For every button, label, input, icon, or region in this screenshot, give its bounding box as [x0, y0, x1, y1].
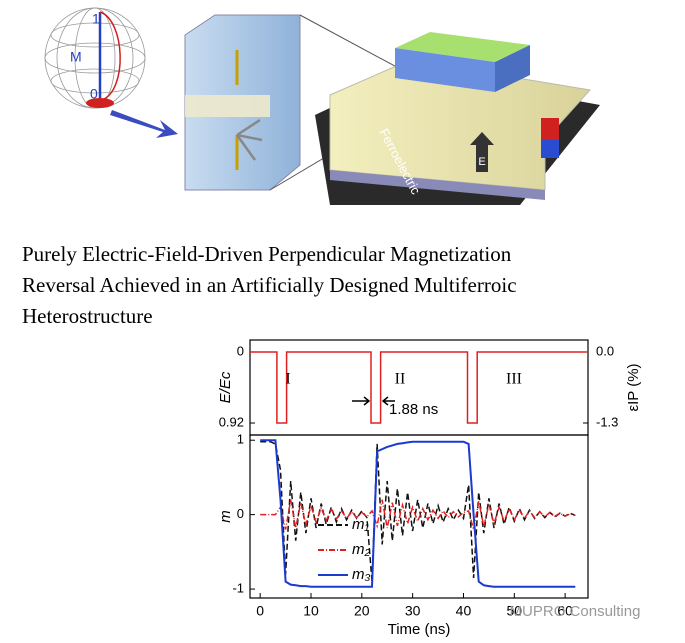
x-tick-label: 60 — [557, 603, 573, 619]
pulse-width: 1.88 ns — [389, 401, 438, 418]
plot-frame — [249, 339, 589, 436]
y-tick-label: 0 — [237, 343, 244, 358]
y-tick-label: 0.92 — [219, 414, 244, 429]
trajectory — [99, 11, 121, 101]
series-line — [260, 440, 576, 582]
x-tick-label: 40 — [456, 603, 472, 619]
sphere-label: 0 — [90, 86, 98, 102]
watermark: MUPRO Consulting — [510, 603, 641, 620]
stack — [495, 45, 530, 92]
y-tick-label: 1 — [237, 432, 244, 447]
electrode — [330, 170, 545, 200]
top-layer — [395, 32, 530, 62]
title-line: Reversal Achieved in an Artificially Des… — [22, 273, 517, 297]
trajectory-end — [86, 98, 114, 108]
series-line — [260, 439, 576, 588]
width-arrow — [352, 396, 395, 406]
y2-tick-label: -1.3 — [596, 414, 618, 429]
y2-tick-label: 0.0 — [596, 343, 614, 358]
x-tick-label: 30 — [405, 603, 421, 619]
y2-axis-label: εIP (%) — [625, 363, 642, 411]
stack — [395, 48, 495, 92]
title-line: Purely Electric-Field-Driven Perpendicul… — [22, 242, 512, 266]
magnet — [541, 118, 559, 140]
legend-label: m₁ — [352, 516, 369, 533]
spins — [235, 118, 263, 161]
x-tick-label: 10 — [303, 603, 319, 619]
legend-label: m₃ — [352, 566, 370, 583]
plot-frame — [249, 434, 589, 599]
x-axis-label: Time (ns) — [388, 621, 451, 638]
field-label: E — [478, 156, 485, 168]
y-tick-label: -1 — [232, 581, 244, 596]
field-arrow — [470, 132, 494, 172]
series-line — [250, 351, 588, 424]
magnet — [541, 140, 559, 158]
phase-label: III — [506, 371, 522, 388]
sphere — [44, 7, 146, 109]
sphere-label: 1 — [92, 11, 100, 27]
x-tick-label: 50 — [507, 603, 523, 619]
y-axis-label: m — [217, 510, 234, 523]
series-line — [260, 499, 576, 530]
legend-label: m₂ — [352, 541, 370, 558]
x-tick-label: 20 — [354, 603, 370, 619]
y-tick-label: 0 — [237, 506, 244, 521]
x-tick-label: 0 — [256, 603, 264, 619]
phase-label: II — [395, 371, 406, 388]
title-line: Heterostructure — [22, 304, 153, 328]
arrow — [110, 110, 178, 138]
phase-label: I — [285, 371, 290, 388]
block-layer — [185, 95, 270, 117]
sphere-label: M — [70, 49, 82, 65]
illustration: 1 M 0 E Ferroelectric — [0, 0, 610, 220]
y-axis-label: E/Ec — [217, 371, 234, 403]
